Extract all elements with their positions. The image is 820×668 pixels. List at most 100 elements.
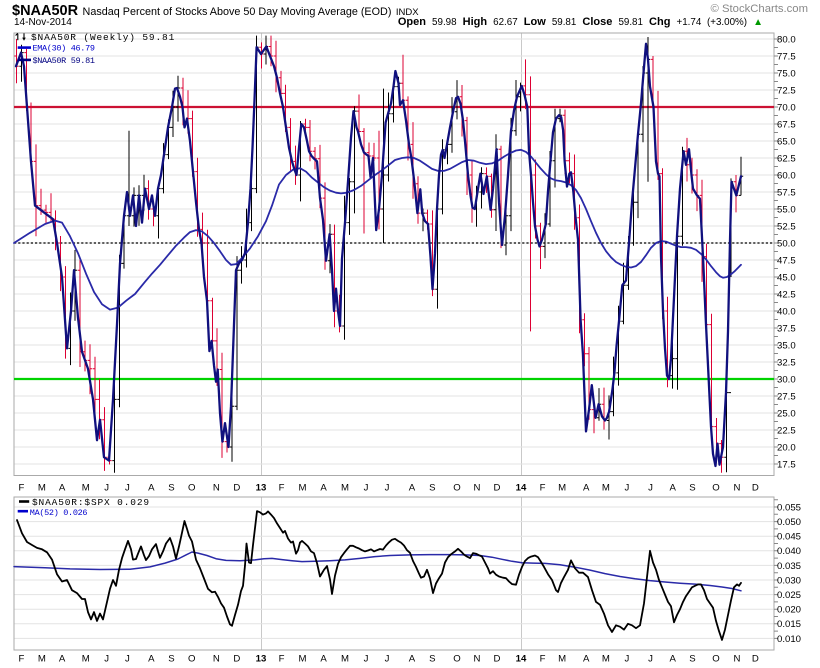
svg-text:N: N (474, 654, 481, 665)
svg-text:M: M (82, 483, 90, 494)
svg-text:$NAA50R (Weekly) 59.81: $NAA50R (Weekly) 59.81 (31, 32, 175, 43)
svg-text:S: S (689, 483, 695, 494)
svg-text:13: 13 (256, 483, 267, 494)
svg-text:M: M (38, 483, 46, 494)
svg-text:14: 14 (516, 483, 527, 494)
svg-text:N: N (734, 483, 741, 494)
svg-text:M: M (558, 654, 566, 665)
svg-text:A: A (583, 483, 590, 494)
svg-text:M: M (341, 483, 349, 494)
svg-text:77.5: 77.5 (777, 51, 796, 62)
svg-text:N: N (474, 483, 481, 494)
svg-text:O: O (188, 654, 195, 665)
svg-text:J: J (125, 483, 130, 494)
svg-text:J: J (364, 483, 369, 494)
svg-text:$NAA50R:$SPX 0.029: $NAA50R:$SPX 0.029 (32, 497, 150, 508)
svg-text:M: M (38, 654, 46, 665)
svg-text:0.045: 0.045 (777, 532, 801, 543)
svg-text:S: S (429, 483, 435, 494)
svg-text:D: D (233, 483, 240, 494)
svg-text:O: O (453, 654, 460, 665)
svg-text:O: O (712, 483, 719, 494)
svg-text:J: J (125, 654, 130, 665)
svg-text:0.055: 0.055 (777, 502, 801, 513)
svg-text:40.0: 40.0 (777, 306, 796, 317)
svg-text:F: F (279, 654, 285, 665)
svg-text:60.0: 60.0 (777, 170, 796, 181)
svg-text:F: F (540, 483, 546, 494)
svg-text:M: M (341, 654, 349, 665)
svg-text:J: J (648, 654, 653, 665)
svg-text:S: S (689, 654, 695, 665)
svg-text:30.0: 30.0 (777, 374, 796, 385)
svg-text:70.0: 70.0 (777, 102, 796, 113)
svg-text:14: 14 (516, 654, 527, 665)
svg-text:0.035: 0.035 (777, 561, 801, 572)
svg-text:20.0: 20.0 (777, 442, 796, 453)
svg-text:47.5: 47.5 (777, 255, 796, 266)
svg-text:A: A (669, 654, 676, 665)
svg-text:65.0: 65.0 (777, 136, 796, 147)
svg-text:0.025: 0.025 (777, 590, 801, 601)
svg-text:S: S (168, 654, 174, 665)
svg-text:F: F (18, 654, 24, 665)
svg-text:A: A (320, 483, 327, 494)
svg-text:O: O (453, 483, 460, 494)
svg-text:A: A (320, 654, 327, 665)
svg-text:17.5: 17.5 (777, 459, 796, 470)
svg-text:0.040: 0.040 (777, 546, 801, 557)
svg-text:80.0: 80.0 (777, 34, 796, 45)
svg-text:J: J (104, 483, 109, 494)
svg-text:A: A (583, 654, 590, 665)
svg-text:J: J (385, 654, 390, 665)
svg-text:0.015: 0.015 (777, 619, 801, 630)
svg-text:J: J (648, 483, 653, 494)
svg-text:M: M (602, 654, 610, 665)
svg-text:F: F (540, 654, 546, 665)
svg-text:N: N (213, 483, 220, 494)
svg-text:J: J (385, 483, 390, 494)
svg-text:M: M (82, 654, 90, 665)
svg-text:J: J (625, 483, 630, 494)
svg-text:MA(52) 0.026: MA(52) 0.026 (30, 508, 88, 518)
svg-text:37.5: 37.5 (777, 323, 796, 334)
svg-text:45.0: 45.0 (777, 272, 796, 283)
svg-text:O: O (712, 654, 719, 665)
svg-text:J: J (625, 654, 630, 665)
svg-text:13: 13 (256, 654, 267, 665)
svg-text:62.5: 62.5 (777, 153, 796, 164)
svg-text:A: A (59, 654, 66, 665)
svg-text:N: N (213, 654, 220, 665)
svg-text:A: A (148, 654, 155, 665)
svg-text:O: O (188, 483, 195, 494)
svg-text:A: A (409, 654, 416, 665)
svg-text:D: D (494, 483, 501, 494)
svg-text:42.5: 42.5 (777, 289, 796, 300)
svg-text:A: A (669, 483, 676, 494)
svg-text:0.010: 0.010 (777, 634, 801, 645)
svg-text:27.5: 27.5 (777, 391, 796, 402)
svg-text:N: N (734, 654, 741, 665)
svg-text:M: M (299, 483, 307, 494)
svg-text:0.020: 0.020 (777, 605, 801, 616)
svg-text:A: A (409, 483, 416, 494)
svg-text:0.030: 0.030 (777, 575, 801, 586)
svg-text:$NAA50R 59.81: $NAA50R 59.81 (33, 56, 95, 66)
svg-text:M: M (602, 483, 610, 494)
svg-text:D: D (233, 654, 240, 665)
svg-text:72.5: 72.5 (777, 85, 796, 96)
svg-text:50.0: 50.0 (777, 238, 796, 249)
svg-text:D: D (752, 654, 759, 665)
svg-text:D: D (494, 654, 501, 665)
svg-text:S: S (429, 654, 435, 665)
svg-text:J: J (104, 654, 109, 665)
svg-text:S: S (168, 483, 174, 494)
svg-text:A: A (148, 483, 155, 494)
svg-text:55.0: 55.0 (777, 204, 796, 215)
svg-text:M: M (299, 654, 307, 665)
svg-text:F: F (279, 483, 285, 494)
svg-text:32.5: 32.5 (777, 357, 796, 368)
svg-text:D: D (752, 483, 759, 494)
svg-text:A: A (59, 483, 66, 494)
svg-text:57.5: 57.5 (777, 187, 796, 198)
